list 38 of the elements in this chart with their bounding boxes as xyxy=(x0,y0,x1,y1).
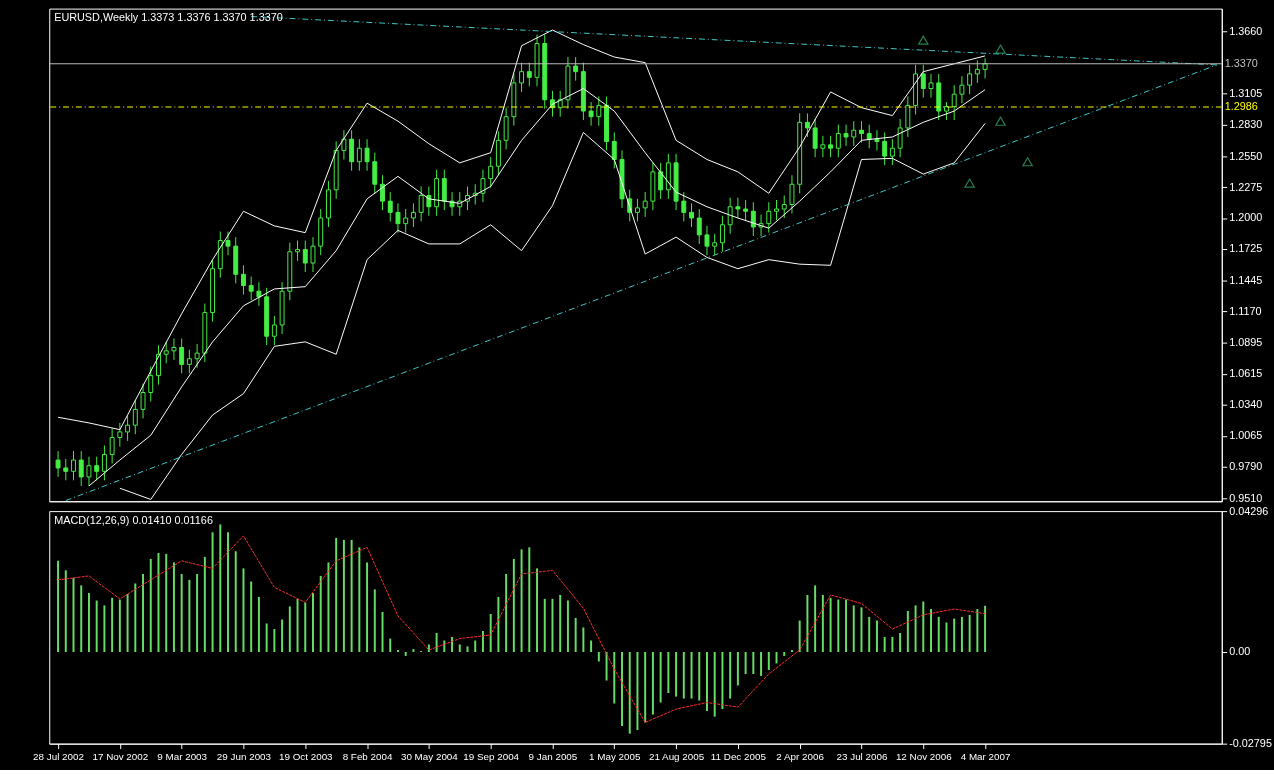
x-tick-label: 30 May 2004 xyxy=(400,750,459,762)
x-tick-label: 1 May 2005 xyxy=(589,750,642,762)
ref-line-label: 1.2986 xyxy=(1224,99,1258,112)
y-tick-label: 1.1170 xyxy=(1229,304,1262,317)
y-tick-label: 1.3660 xyxy=(1229,24,1263,37)
x-tick-label: 17 Nov 2002 xyxy=(92,750,149,762)
y-tick-label: 1.3105 xyxy=(1229,87,1263,100)
y-tick-label: 1.1445 xyxy=(1229,273,1263,286)
x-tick-label: 9 Mar 2003 xyxy=(157,750,208,762)
chart-title: EURUSD,Weekly 1.3373 1.3376 1.3370 1.3370 xyxy=(54,11,283,24)
y-tick-label: 1.2000 xyxy=(1229,211,1263,224)
x-tick-label: 19 Oct 2003 xyxy=(278,750,334,762)
y-tick-label: 1.0895 xyxy=(1229,335,1263,348)
x-tick-label: 29 Jun 2003 xyxy=(216,750,272,762)
y-tick-label: 0.9790 xyxy=(1229,460,1263,473)
x-tick-label: 23 Jul 2006 xyxy=(836,750,888,762)
x-tick-label: 9 Jan 2005 xyxy=(528,750,578,762)
chart-title: MACD(12,26,9) 0.01410 0.01166 xyxy=(54,513,213,526)
y-tick-label: 1.2830 xyxy=(1229,118,1263,131)
y-tick-label: 0.00 xyxy=(1229,645,1251,658)
y-tick-label: 1.0615 xyxy=(1229,367,1263,380)
y-tick-label: 1.0340 xyxy=(1229,398,1263,411)
x-tick-label: 2 Apr 2006 xyxy=(776,750,825,762)
x-tick-label: 28 Jul 2002 xyxy=(33,750,84,762)
x-tick-label: 8 Feb 2004 xyxy=(342,750,393,762)
y-tick-label: 1.0065 xyxy=(1229,429,1263,442)
y-tick-label: 0.04296 xyxy=(1229,504,1269,517)
x-tick-label: 19 Sep 2004 xyxy=(463,750,520,762)
y-tick-label: -0.02795 xyxy=(1229,737,1272,750)
x-tick-label: 4 Mar 2007 xyxy=(960,750,1011,762)
y-tick-label: 1.2275 xyxy=(1229,180,1263,193)
x-tick-label: 12 Nov 2006 xyxy=(895,750,953,762)
y-tick-label: 0.9510 xyxy=(1229,491,1263,504)
y-tick-label: 1.2550 xyxy=(1229,149,1263,162)
ref-line-label: 1.3370 xyxy=(1224,56,1258,69)
y-tick-label: 1.1725 xyxy=(1229,242,1263,255)
x-tick-label: 11 Dec 2005 xyxy=(710,750,767,762)
x-tick-label: 21 Aug 2005 xyxy=(648,750,705,762)
